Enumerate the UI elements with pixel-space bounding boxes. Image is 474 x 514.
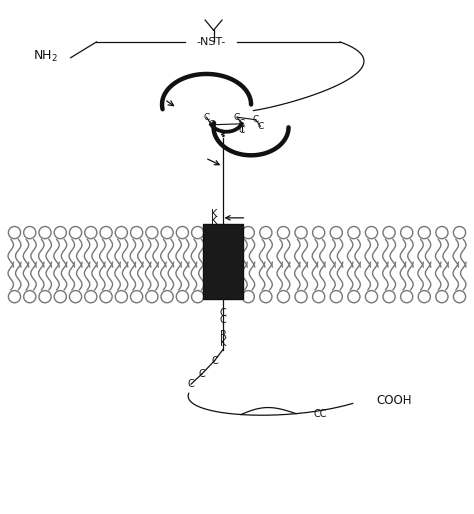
Text: C: C	[219, 315, 226, 325]
Text: C: C	[199, 369, 205, 379]
Text: K: K	[220, 338, 226, 348]
Text: C: C	[188, 379, 194, 389]
Text: COOH: COOH	[376, 394, 411, 408]
Text: K: K	[211, 209, 218, 219]
Text: C: C	[211, 356, 218, 366]
Text: C: C	[203, 113, 210, 122]
Text: -NST-: -NST-	[197, 37, 226, 47]
Text: C: C	[257, 122, 264, 131]
Text: C: C	[219, 308, 226, 318]
Text: C: C	[234, 113, 240, 122]
Text: C: C	[238, 119, 245, 128]
Text: C: C	[253, 115, 259, 124]
Text: C: C	[208, 120, 214, 130]
Text: CC: CC	[313, 409, 327, 418]
Text: R: R	[219, 331, 227, 340]
Text: K: K	[211, 216, 218, 226]
Bar	[203, 224, 243, 299]
Text: C: C	[238, 126, 245, 135]
Text: NH$_2$: NH$_2$	[33, 49, 58, 64]
